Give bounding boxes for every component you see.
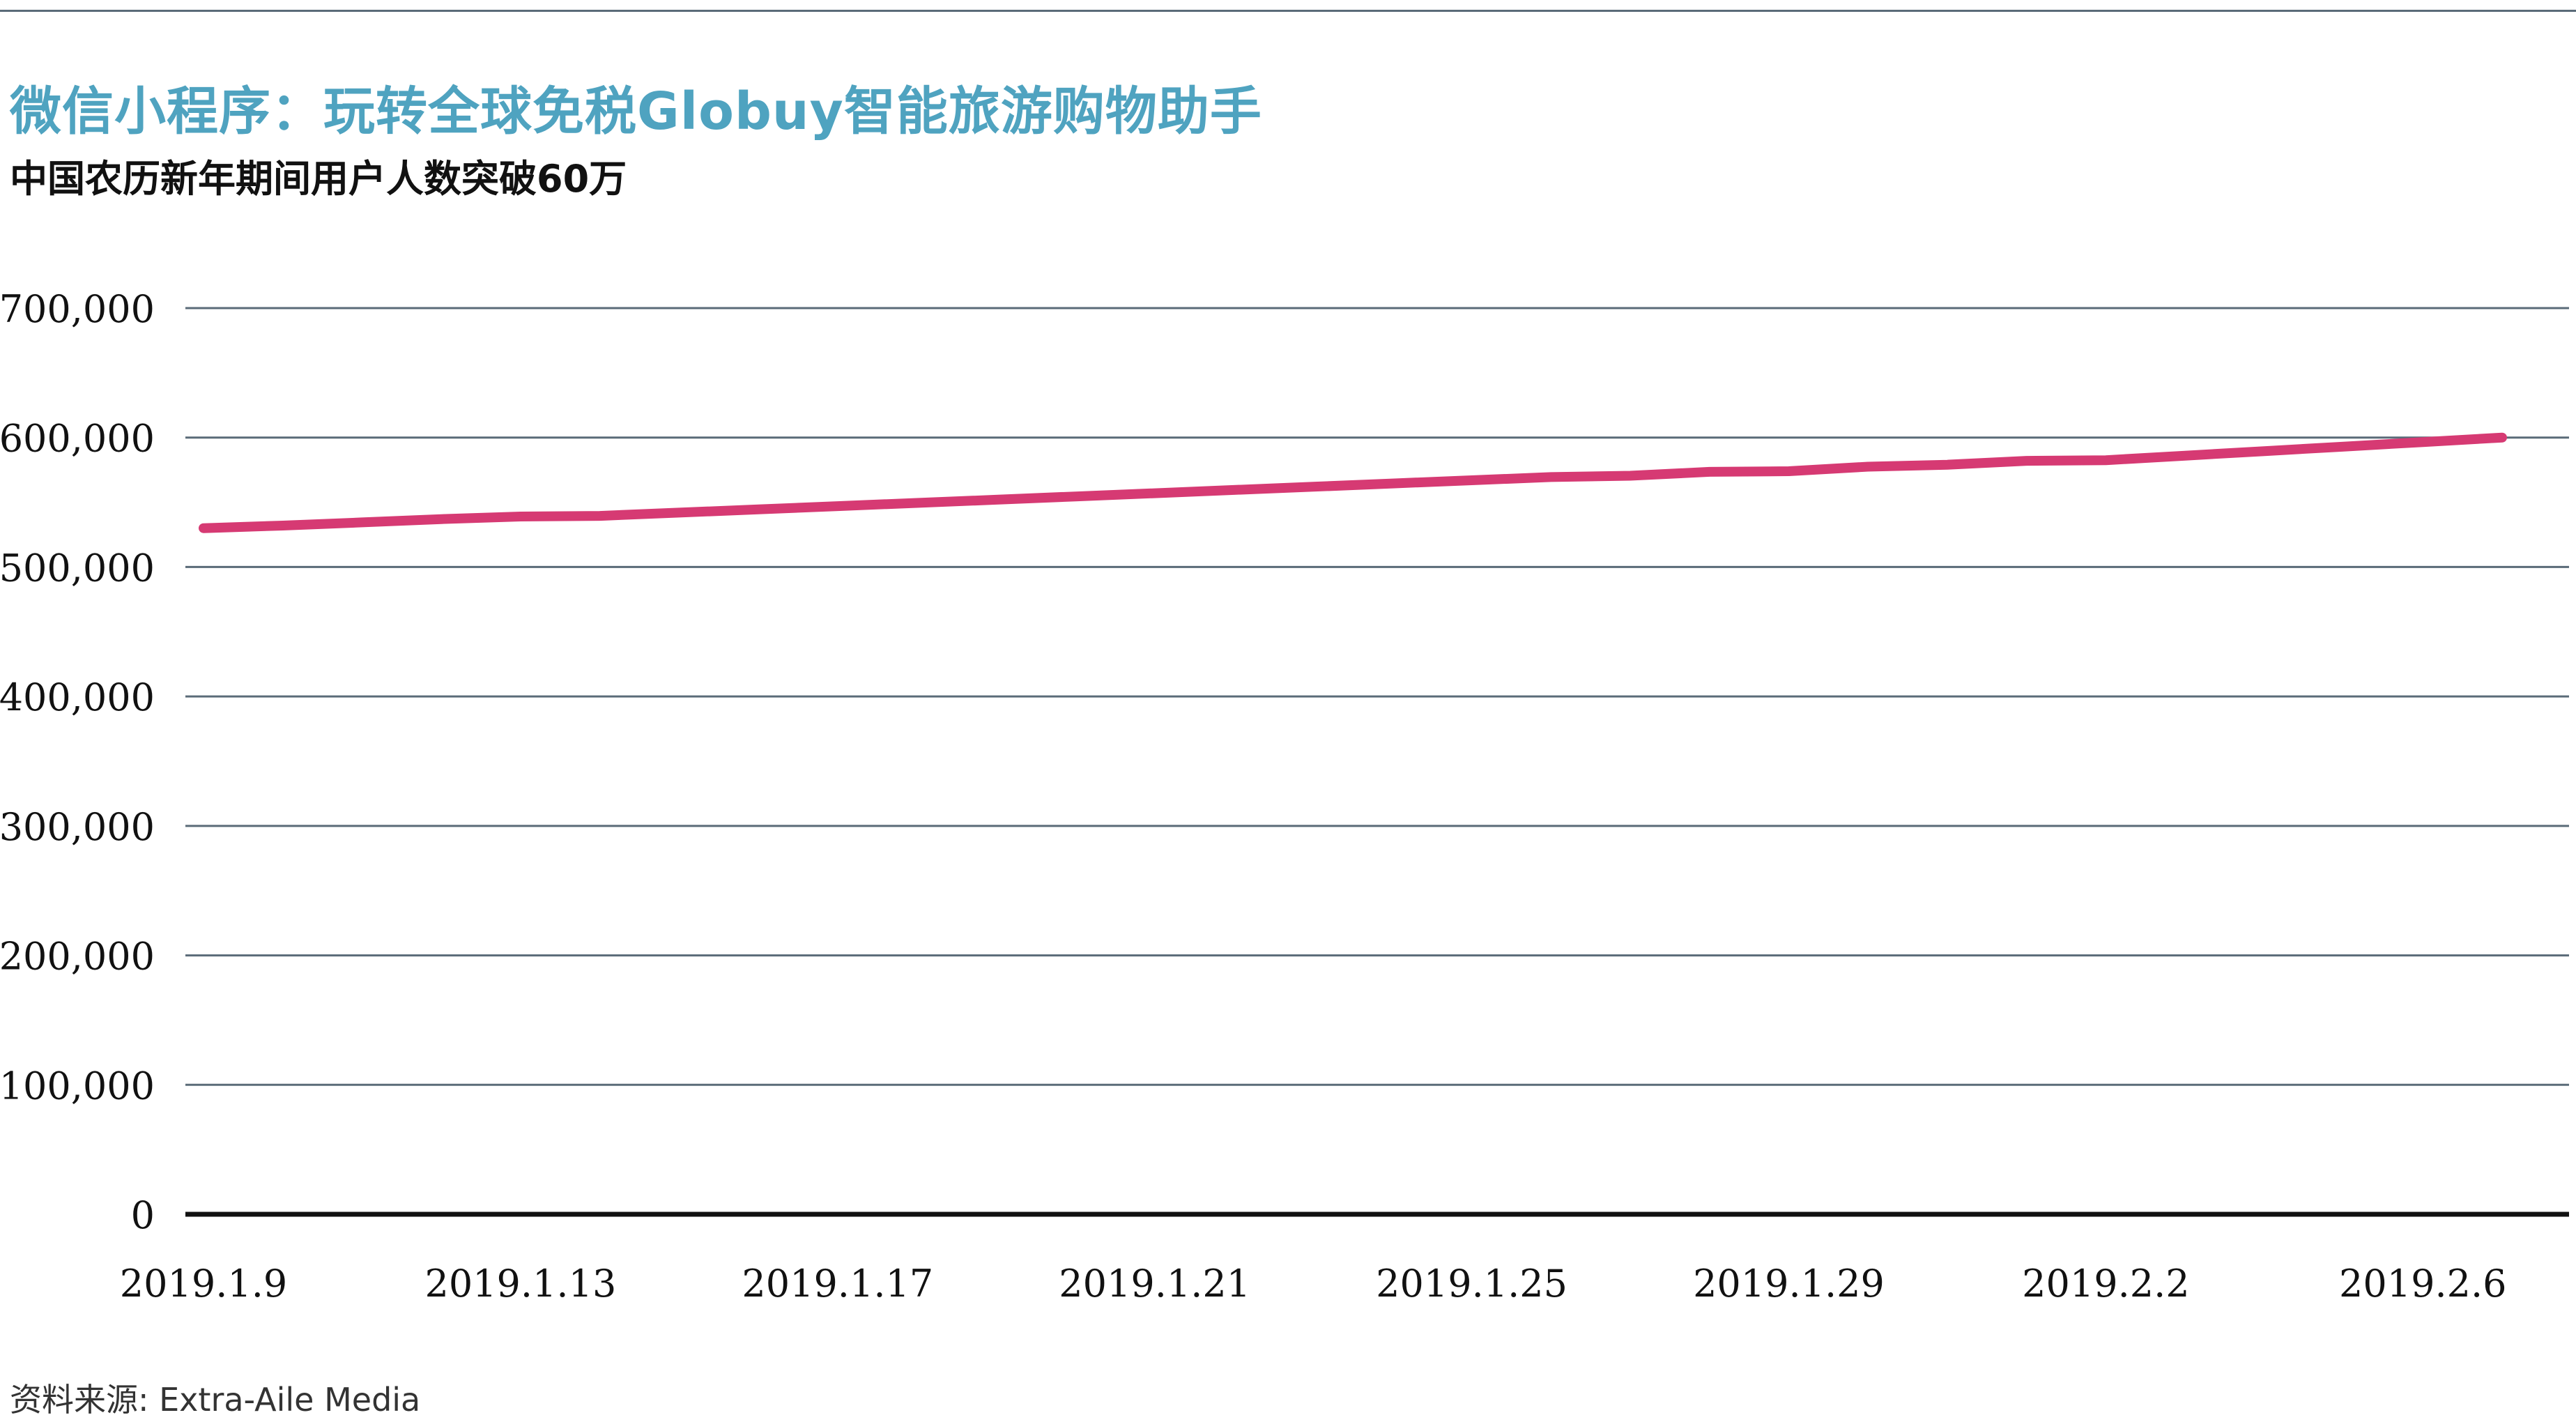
x-tick-label: 2019.2.2: [2022, 1262, 2189, 1306]
chart-title: 微信小程序：玩转全球免税Globuy智能旅游购物助手: [10, 82, 1262, 142]
x-tick-label: 2019.1.21: [1059, 1262, 1250, 1306]
y-tick-label: 0: [131, 1193, 155, 1237]
data-point: [282, 524, 284, 527]
x-tick-label: 2019.1.13: [424, 1262, 616, 1306]
chart-subtitle: 中国农历新年期间用户人数突破60万: [10, 157, 627, 201]
data-point: [519, 515, 522, 518]
x-axis-tick-labels: 2019.1.9 2019.1.13 2019.1.17 2019.1.21 2019.…: [120, 1262, 2507, 1306]
data-point: [995, 498, 997, 501]
data-point: [1391, 482, 1394, 485]
y-tick-label: 600,000: [0, 417, 155, 461]
y-tick-label: 500,000: [0, 546, 155, 590]
data-point: [599, 514, 601, 517]
data-point: [1549, 475, 1552, 478]
x-tick-label: 2019.1.17: [742, 1262, 933, 1306]
data-point: [202, 527, 205, 530]
data-point: [1787, 470, 1790, 473]
data-point: [1312, 485, 1314, 488]
x-tick-label: 2019.1.9: [120, 1262, 287, 1306]
x-tick-label: 2019.2.6: [2339, 1262, 2506, 1306]
y-tick-label: 100,000: [0, 1064, 155, 1108]
y-tick-label: 300,000: [0, 805, 155, 849]
data-point: [916, 502, 919, 505]
data-point: [1866, 466, 1869, 468]
data-point: [2263, 450, 2266, 452]
x-tick-label: 2019.1.29: [1693, 1262, 1885, 1306]
data-point: [836, 505, 839, 507]
data-point: [1074, 495, 1077, 498]
data-point: [360, 521, 363, 523]
data-point: [2343, 445, 2345, 448]
series-layer: [199, 432, 2507, 533]
data-point: [2501, 436, 2504, 439]
source-note: 资料来源: Extra-Aile Media: [10, 1381, 421, 1419]
x-tick-label: 2019.1.25: [1376, 1262, 1567, 1306]
data-point: [2184, 454, 2186, 457]
data-point: [1471, 479, 1473, 482]
data-point: [2104, 459, 2107, 461]
y-axis-tick-labels: 0 100,000 200,000 300,000 400,000 500,000 600,…: [0, 287, 155, 1237]
data-point: [1629, 475, 1632, 477]
series-line: [199, 432, 2507, 533]
y-tick-label: 200,000: [0, 935, 155, 979]
grid-lines: [185, 307, 2569, 1086]
y-tick-label: 400,000: [0, 675, 155, 719]
data-point: [1708, 471, 1711, 473]
top-rule: [0, 10, 2576, 12]
data-point: [1232, 489, 1235, 491]
y-tick-label: 700,000: [0, 287, 155, 331]
data-point: [440, 518, 443, 521]
data-point: [2421, 441, 2424, 443]
data-point: [757, 508, 760, 511]
data-point: [2025, 459, 2028, 462]
data-point: [677, 511, 680, 514]
data-point: [1946, 464, 1949, 466]
data-point: [1153, 492, 1156, 495]
